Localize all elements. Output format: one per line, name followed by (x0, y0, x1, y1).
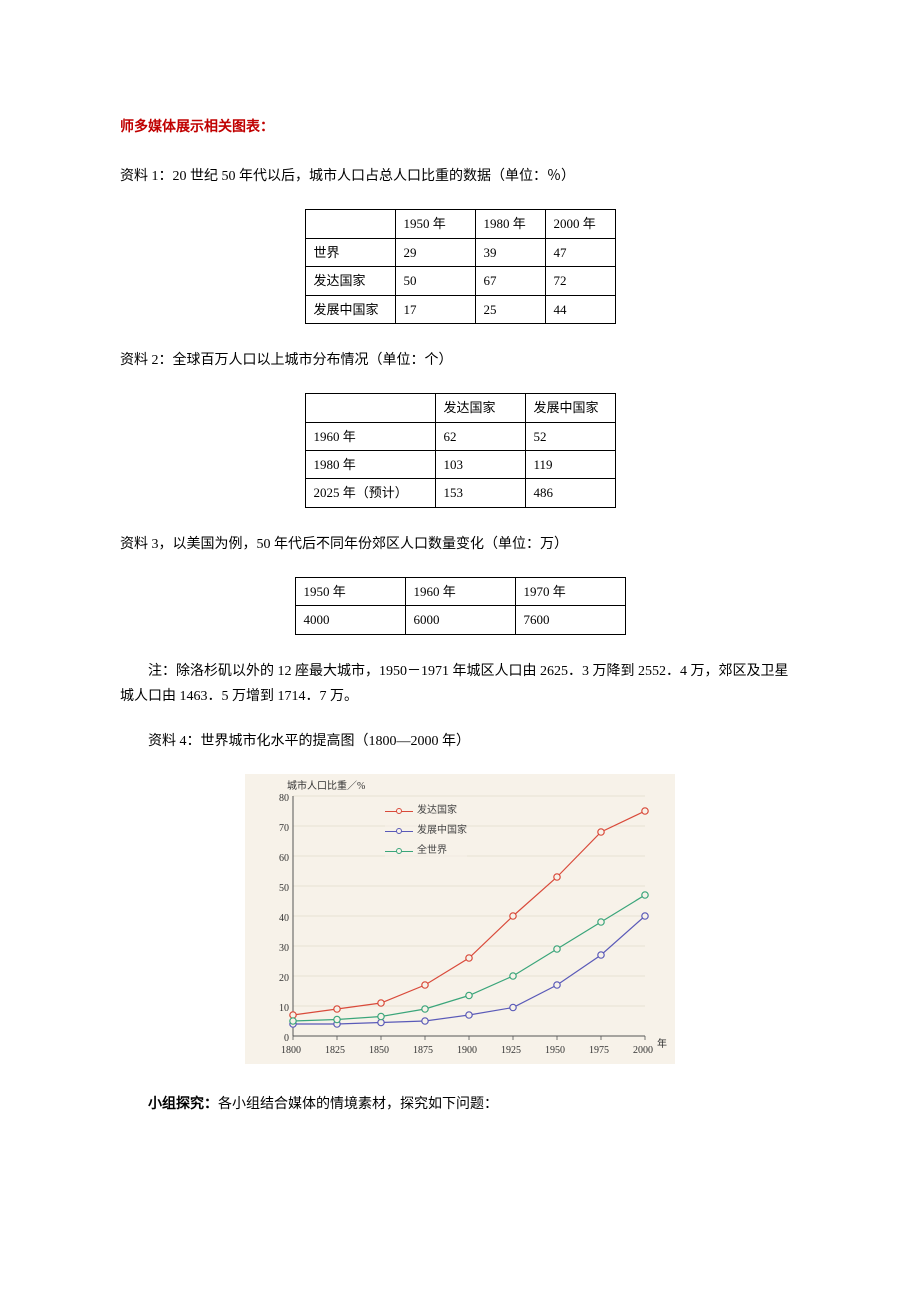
table-cell: 发展中国家 (525, 394, 615, 422)
section-heading: 师多媒体展示相关图表： (120, 115, 800, 140)
table-cell: 发达国家 (435, 394, 525, 422)
table-cell: 39 (475, 238, 545, 266)
table-cell: 7600 (515, 606, 625, 634)
x-tick-label: 1900 (457, 1042, 477, 1060)
legend-marker-icon (396, 808, 402, 814)
legend-line-icon (385, 811, 413, 812)
section1-title: 资料 1：20 世纪 50 年代以后，城市人口占总人口比重的数据（单位：％） (120, 164, 800, 189)
table-row: 发达国家 50 67 72 (305, 267, 615, 295)
table-cell: 2025 年（预计） (305, 479, 435, 507)
x-tick-label: 1850 (369, 1042, 389, 1060)
table-cell: 25 (475, 295, 545, 323)
table-cell: 119 (525, 450, 615, 478)
y-tick-label: 60 (279, 850, 289, 868)
footer-rest: 各小组结合媒体的情境素材，探究如下问题： (218, 1097, 498, 1112)
table-cell: 1980 年 (475, 210, 545, 238)
table-3: 1950 年 1960 年 1970 年 4000 6000 7600 (295, 577, 626, 635)
x-tick-label: 1875 (413, 1042, 433, 1060)
table-cell: 17 (395, 295, 475, 323)
table-cell: 发展中国家 (305, 295, 395, 323)
chart-legend: 发达国家发展中国家全世界 (385, 802, 467, 862)
table-cell: 153 (435, 479, 525, 507)
table-cell: 1980 年 (305, 450, 435, 478)
legend-line-icon (385, 831, 413, 832)
table-cell: 1950 年 (395, 210, 475, 238)
table-cell: 67 (475, 267, 545, 295)
legend-item: 发达国家 (385, 802, 467, 820)
x-tick-label: 1925 (501, 1042, 521, 1060)
table-cell: 2000 年 (545, 210, 615, 238)
y-tick-label: 30 (279, 940, 289, 958)
x-tick-label: 1950 (545, 1042, 565, 1060)
table-row: 2025 年（预计） 153 486 (305, 479, 615, 507)
table-cell: 发达国家 (305, 267, 395, 295)
table-row: 发展中国家 17 25 44 (305, 295, 615, 323)
table-2: 发达国家 发展中国家 1960 年 62 52 1980 年 103 119 2… (305, 393, 616, 508)
table-row: 1950 年 1960 年 1970 年 (295, 577, 625, 605)
table-cell (305, 394, 435, 422)
table-row: 发达国家 发展中国家 (305, 394, 615, 422)
table-cell: 103 (435, 450, 525, 478)
y-tick-label: 40 (279, 910, 289, 928)
y-tick-label: 80 (279, 790, 289, 808)
legend-marker-icon (396, 828, 402, 834)
x-axis-unit: 年 (657, 1036, 667, 1054)
table-cell: 1970 年 (515, 577, 625, 605)
table-cell: 1950 年 (295, 577, 405, 605)
section2-title: 资料 2：全球百万人口以上城市分布情况（单位：个） (120, 348, 800, 373)
table-row: 4000 6000 7600 (295, 606, 625, 634)
section3-note: 注：除洛杉矶以外的 12 座最大城市，1950－1971 年城区人口由 2625… (120, 659, 800, 709)
footer-prompt: 小组探究：各小组结合媒体的情境素材，探究如下问题： (120, 1092, 800, 1117)
y-tick-label: 70 (279, 820, 289, 838)
section3-title: 资料 3，以美国为例，50 年代后不同年份郊区人口数量变化（单位：万） (120, 532, 800, 557)
x-tick-label: 2000 (633, 1042, 653, 1060)
y-tick-label: 10 (279, 1000, 289, 1018)
table-cell: 44 (545, 295, 615, 323)
table-cell: 世界 (305, 238, 395, 266)
table-row: 1960 年 62 52 (305, 422, 615, 450)
legend-line-icon (385, 851, 413, 852)
table-cell: 50 (395, 267, 475, 295)
table-cell: 47 (545, 238, 615, 266)
y-tick-label: 50 (279, 880, 289, 898)
table-cell: 72 (545, 267, 615, 295)
section4-title: 资料 4：世界城市化水平的提高图（1800—2000 年） (120, 729, 800, 754)
table-cell: 29 (395, 238, 475, 266)
x-tick-label: 1975 (589, 1042, 609, 1060)
footer-bold: 小组探究： (148, 1097, 218, 1112)
legend-label: 发展中国家 (417, 822, 467, 840)
table-cell: 4000 (295, 606, 405, 634)
legend-label: 发达国家 (417, 802, 457, 820)
legend-marker-icon (396, 848, 402, 854)
table-cell: 6000 (405, 606, 515, 634)
table-cell: 62 (435, 422, 525, 450)
table-1: 1950 年 1980 年 2000 年 世界 29 39 47 发达国家 50… (305, 209, 616, 324)
urbanization-chart: 城市人口比重／% 发达国家发展中国家全世界 年 0102030405060708… (245, 774, 675, 1064)
table-cell: 1960 年 (405, 577, 515, 605)
table-cell: 486 (525, 479, 615, 507)
legend-item: 全世界 (385, 842, 467, 860)
table-row: 世界 29 39 47 (305, 238, 615, 266)
table-row: 1950 年 1980 年 2000 年 (305, 210, 615, 238)
chart-container: 城市人口比重／% 发达国家发展中国家全世界 年 0102030405060708… (120, 774, 800, 1064)
legend-item: 发展中国家 (385, 822, 467, 840)
table-cell (305, 210, 395, 238)
y-tick-label: 20 (279, 970, 289, 988)
table-cell: 1960 年 (305, 422, 435, 450)
table-row: 1980 年 103 119 (305, 450, 615, 478)
x-tick-label: 1825 (325, 1042, 345, 1060)
legend-label: 全世界 (417, 842, 447, 860)
table-cell: 52 (525, 422, 615, 450)
x-tick-label: 1800 (281, 1042, 301, 1060)
